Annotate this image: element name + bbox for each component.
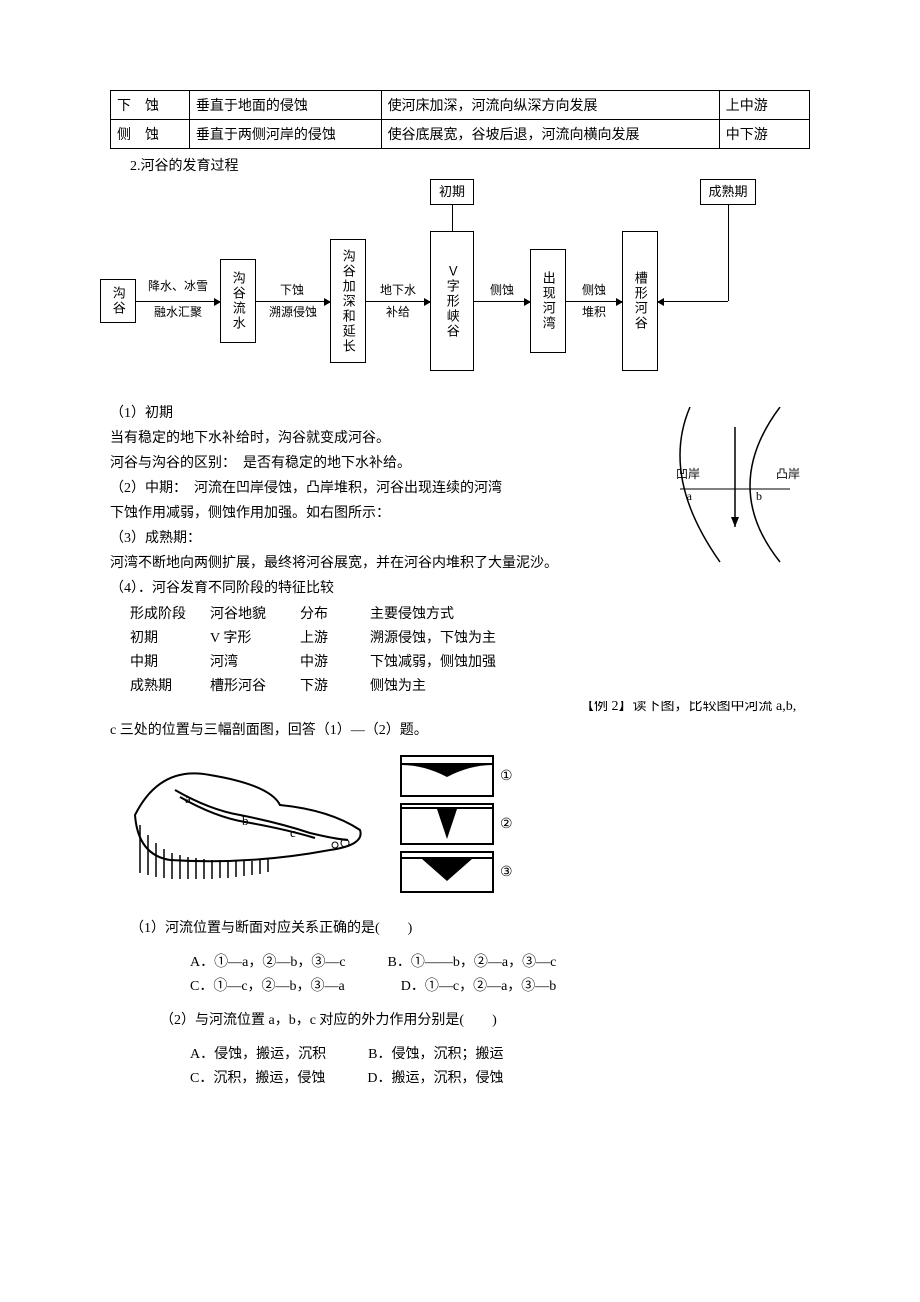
arrow [658, 301, 728, 302]
arrow-label: 堆积 [574, 305, 614, 321]
node-vvalley: Ｖ字形峡谷 [430, 231, 474, 371]
arrow-label: 侧蚀 [482, 283, 522, 299]
td: 下蚀减弱，侧蚀加强 [370, 651, 810, 671]
example-block: 【例 2】读下图，比较图中河流 a,b, [110, 701, 810, 715]
cell: 使河床加深，河流向纵深方向发展 [381, 91, 719, 120]
arrow-label: 补给 [370, 305, 426, 321]
node-jiashen: 沟谷加深和延长 [330, 239, 366, 363]
cell: 中下游 [719, 120, 809, 149]
cell: 下 蚀 [111, 91, 190, 120]
point-b: b [242, 813, 249, 828]
q2-a: A．侵蚀，搬运，沉积 [190, 1047, 326, 1062]
figure-row: a b c ① ② ③ [130, 755, 810, 893]
td: 溯源侵蚀，下蚀为主 [370, 627, 810, 647]
q2-c: C．沉积，搬运，侵蚀 [190, 1071, 325, 1086]
arrow [474, 301, 530, 302]
node-gougu: 沟谷 [100, 279, 136, 323]
arrow [366, 301, 430, 302]
node-caovalley: 槽形河谷 [622, 231, 658, 371]
stage-table: 形成阶段 河谷地貌 分布 主要侵蚀方式 初期 V 字形 上游 溯源侵蚀，下蚀为主… [130, 603, 810, 695]
td: 成熟期 [130, 675, 210, 695]
profile-label: ① [500, 768, 513, 785]
cell: 垂直于地面的侵蚀 [189, 91, 381, 120]
arrow-label: 降水、冰雪 [138, 279, 218, 295]
th: 主要侵蚀方式 [370, 603, 810, 623]
node-gouguliu: 沟谷流水 [220, 259, 256, 343]
table-row: 下 蚀 垂直于地面的侵蚀 使河床加深，河流向纵深方向发展 上中游 [111, 91, 810, 120]
p-compare: （4）．河谷发育不同阶段的特征比较 [110, 578, 810, 599]
th: 形成阶段 [130, 603, 210, 623]
node-hewan: 出现河湾 [530, 249, 566, 353]
node-chuqi: 初期 [430, 179, 474, 205]
connector [728, 205, 729, 301]
river-sketch: a b c [130, 755, 370, 885]
q1-a: A．①—a，②—b，③—c [190, 955, 346, 970]
arrow-label: 侧蚀 [574, 283, 614, 299]
profile-label: ③ [500, 864, 513, 881]
arrow-label: 融水汇聚 [138, 305, 218, 321]
node-chengshu: 成熟期 [700, 179, 756, 205]
point-c: c [290, 825, 296, 840]
arrow-label: 地下水 [370, 283, 426, 299]
example-cont: c 三处的位置与三幅剖面图，回答（1）—（2）题。 [110, 719, 810, 739]
td: 槽形河谷 [210, 675, 300, 695]
cell: 垂直于两侧河岸的侵蚀 [189, 120, 381, 149]
q1-options: A．①—a，②—b，③—c B．①——b，②—a，③—c C．①—c，②—b，③… [110, 951, 810, 995]
profile-column: ① ② ③ [400, 755, 513, 893]
q2-options: A．侵蚀，搬运，沉积 B．侵蚀，沉积；搬运 C．沉积，搬运，侵蚀 D．搬运，沉积… [110, 1043, 810, 1087]
q1-b: B．①——b，②—a，③—c [388, 955, 557, 970]
td: 初期 [130, 627, 210, 647]
td: 侧蚀为主 [370, 675, 810, 695]
arrow-label: 溯源侵蚀 [258, 305, 328, 321]
td: V 字形 [210, 627, 300, 647]
arrow [256, 301, 330, 302]
arrow [566, 301, 622, 302]
section-title: 2.河谷的发育过程 [130, 155, 810, 175]
profile-label: ② [500, 816, 513, 833]
td: 下游 [300, 675, 370, 695]
q2-stem: （2）与河流位置 a，b，c 对应的外力作用分别是( ) [160, 1009, 810, 1029]
body-section: 凹岸 凸岸 a b （1）初期 当有稳定的地下水补给时，沟谷就变成河谷。 河谷与… [110, 403, 810, 599]
bank-left-label: 凹岸 [676, 467, 700, 483]
profile-3 [400, 851, 494, 893]
erosion-table: 下 蚀 垂直于地面的侵蚀 使河床加深，河流向纵深方向发展 上中游 侧 蚀 垂直于… [110, 90, 810, 149]
td: 中期 [130, 651, 210, 671]
td: 上游 [300, 627, 370, 647]
td: 河湾 [210, 651, 300, 671]
cell: 侧 蚀 [111, 120, 190, 149]
arrow [136, 301, 220, 302]
q1-c: C．①—c，②—b，③—a [190, 979, 345, 994]
bank-b: b [756, 489, 762, 505]
profile-1 [400, 755, 494, 797]
bank-a: a [687, 489, 692, 505]
q2-d: D．搬运，沉积，侵蚀 [367, 1071, 503, 1086]
valley-flowchart: 沟谷 降水、冰雪 融水汇聚 沟谷流水 下蚀 溯源侵蚀 沟谷加深和延长 地下水 补… [100, 179, 800, 399]
cell: 使谷底展宽，谷坡后退，河流向横向发展 [381, 120, 719, 149]
q1-d: D．①—c，②—a，③—b [401, 979, 557, 994]
bank-right-label: 凸岸 [776, 467, 800, 483]
arrow-label: 下蚀 [262, 283, 322, 299]
cell: 上中游 [719, 91, 809, 120]
th: 河谷地貌 [210, 603, 300, 623]
profile-2 [400, 803, 494, 845]
td: 中游 [300, 651, 370, 671]
q1-stem: （1）河流位置与断面对应关系正确的是( ) [130, 917, 810, 937]
point-a: a [185, 791, 191, 806]
th: 分布 [300, 603, 370, 623]
table-row: 侧 蚀 垂直于两侧河岸的侵蚀 使谷底展宽，谷坡后退，河流向横向发展 中下游 [111, 120, 810, 149]
bank-diagram [650, 407, 840, 567]
q2-b: B．侵蚀，沉积；搬运 [368, 1047, 503, 1062]
example-label: 【例 2】读下图，比较图中河流 a,b, [580, 701, 810, 715]
connector [452, 205, 453, 231]
